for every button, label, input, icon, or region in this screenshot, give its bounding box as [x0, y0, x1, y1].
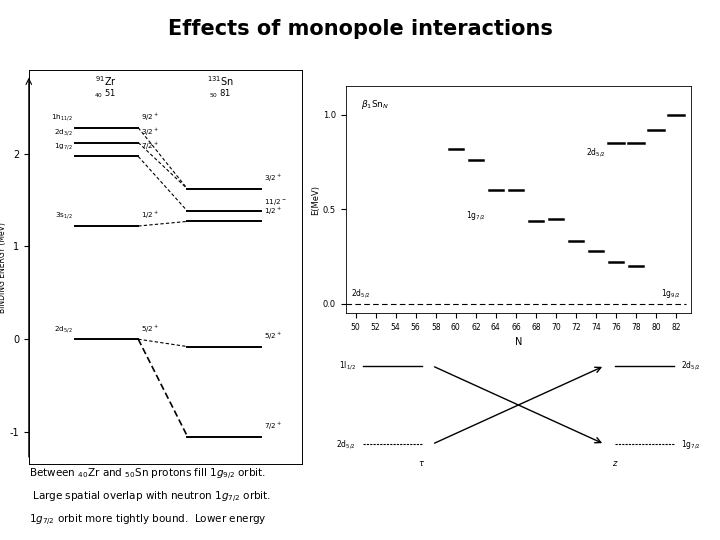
Text: Between $_{40}$Zr and $_{50}$Sn protons fill 1$g_{9/2}$ orbit.: Between $_{40}$Zr and $_{50}$Sn protons …	[29, 467, 266, 482]
Text: 2d$_{3/2}$: 2d$_{3/2}$	[54, 127, 73, 138]
X-axis label: N: N	[515, 338, 522, 347]
Text: 1g$_{7/2}$: 1g$_{7/2}$	[466, 209, 485, 222]
Text: 2d$_{5/2}$: 2d$_{5/2}$	[54, 324, 73, 335]
Text: 1g$_{9/2}$: 1g$_{9/2}$	[662, 287, 681, 300]
Text: 2d$_{5/2}$: 2d$_{5/2}$	[336, 438, 356, 451]
Text: 1/2$^+$: 1/2$^+$	[141, 210, 159, 221]
Text: 3s$_{1/2}$: 3s$_{1/2}$	[55, 211, 73, 221]
Text: 3/2$^+$: 3/2$^+$	[264, 173, 282, 184]
Text: 3/2$^+$: 3/2$^+$	[141, 126, 159, 138]
Text: $\beta_1$Sn$_N$: $\beta_1$Sn$_N$	[361, 98, 389, 111]
Text: 5/2$^+$: 5/2$^+$	[264, 330, 282, 342]
Text: 2d$_{5/2}$: 2d$_{5/2}$	[681, 359, 701, 372]
Text: 2d$_{5/2}$: 2d$_{5/2}$	[586, 146, 606, 159]
Text: 7/2$^+$: 7/2$^+$	[264, 421, 282, 432]
Text: $_{40}$ 51: $_{40}$ 51	[94, 87, 117, 100]
Text: 1$g_{7/2}$ orbit more tightly bound.  Lower energy: 1$g_{7/2}$ orbit more tightly bound. Low…	[29, 513, 266, 528]
Text: 5/2$^+$: 5/2$^+$	[141, 323, 159, 335]
Text: 1g$_{7/2}$: 1g$_{7/2}$	[54, 141, 73, 152]
Text: $^{131}$Sn: $^{131}$Sn	[207, 75, 234, 88]
Y-axis label: BINDING ENERGY (MeV): BINDING ENERGY (MeV)	[0, 222, 6, 313]
Text: 7/2$^+$: 7/2$^+$	[141, 140, 159, 152]
Text: 1l$_{1/2}$: 1l$_{1/2}$	[339, 359, 356, 372]
Text: Effects of monopole interactions: Effects of monopole interactions	[168, 19, 552, 39]
Text: $^{91}$Zr: $^{91}$Zr	[94, 75, 117, 88]
Text: $_{50}$ 81: $_{50}$ 81	[210, 87, 231, 100]
Text: $z$: $z$	[612, 460, 618, 469]
Text: Large spatial overlap with neutron 1$g_{7/2}$ orbit.: Large spatial overlap with neutron 1$g_{…	[29, 490, 271, 505]
Text: 2d$_{5/2}$: 2d$_{5/2}$	[351, 287, 370, 300]
Text: 1/2$^+$: 1/2$^+$	[264, 205, 282, 217]
Text: $\tau$: $\tau$	[418, 460, 426, 469]
Text: 1h$_{11/2}$: 1h$_{11/2}$	[50, 112, 73, 123]
Text: 11/2$^-$: 11/2$^-$	[264, 197, 287, 206]
Text: 1g$_{7/2}$: 1g$_{7/2}$	[681, 438, 701, 451]
Text: 9/2$^+$: 9/2$^+$	[141, 112, 159, 123]
Y-axis label: E(MeV): E(MeV)	[311, 185, 320, 215]
